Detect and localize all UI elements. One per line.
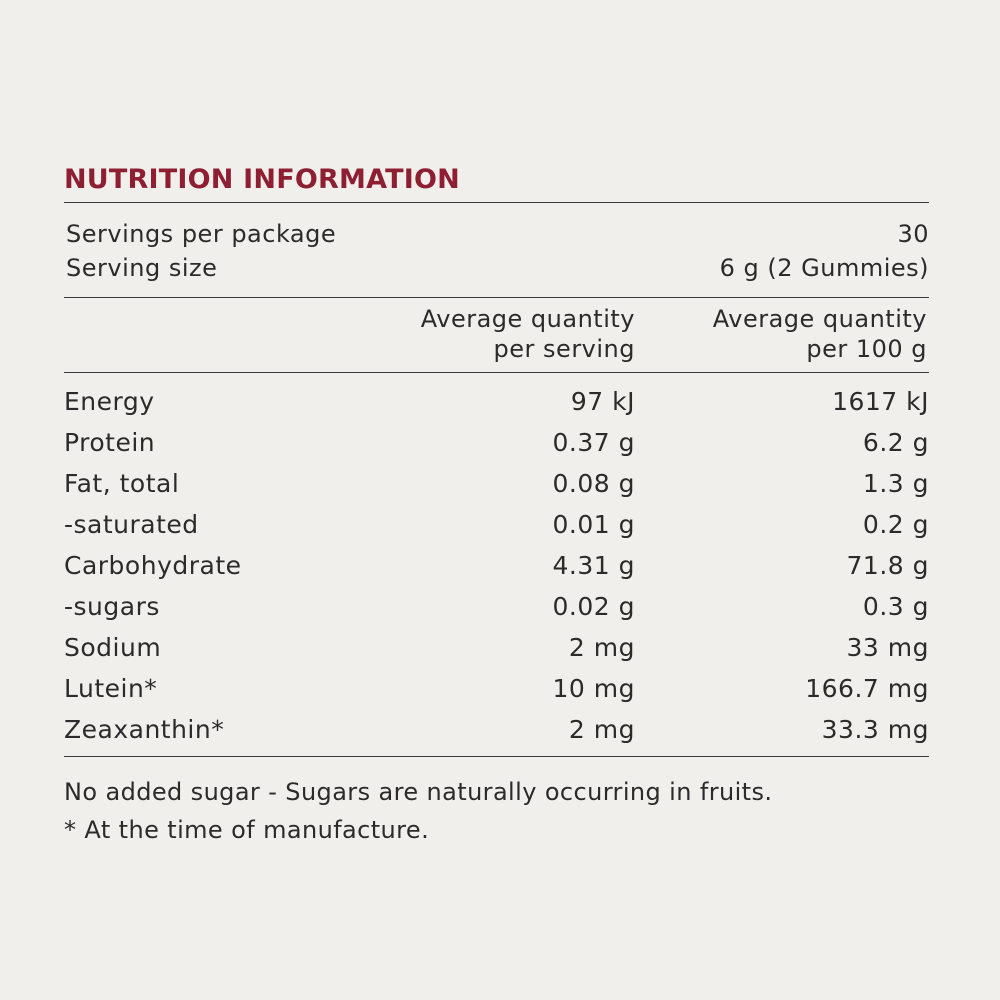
nutrient-name: Protein <box>64 428 156 457</box>
nutrient-name: Carbohydrate <box>64 551 242 580</box>
panel-title: NUTRITION INFORMATION <box>64 164 460 195</box>
table-row: Lutein* 10 mg 166.7 mg <box>64 668 929 709</box>
serving-size-value: 6 g (2 Gummies) <box>719 254 929 282</box>
column-header-per-100g-line1: Average quantity <box>712 305 927 333</box>
column-header-per-serving-line2: per serving <box>493 335 635 363</box>
nutrition-panel: NUTRITION INFORMATION Servings per packa… <box>64 162 929 849</box>
nutrient-per-100g: 1617 kJ <box>832 387 929 416</box>
table-row: Fat, total 0.08 g 1.3 g <box>64 463 929 504</box>
nutrient-name: Sodium <box>64 633 162 662</box>
column-header-row: Average quantity per serving Average qua… <box>64 298 929 372</box>
nutrient-per-serving: 2 mg <box>568 633 635 662</box>
nutrient-per-serving: 4.31 g <box>552 551 635 580</box>
table-row: -saturated 0.01 g 0.2 g <box>64 504 929 545</box>
nutrient-per-100g: 33.3 mg <box>821 715 929 744</box>
table-row: Carbohydrate 4.31 g 71.8 g <box>64 545 929 586</box>
table-row: Sodium 2 mg 33 mg <box>64 627 929 668</box>
nutrient-per-serving: 2 mg <box>568 715 635 744</box>
nutrient-per-100g: 71.8 g <box>846 551 929 580</box>
footnote-sugar: No added sugar - Sugars are naturally oc… <box>64 778 773 806</box>
nutrient-name: Lutein* <box>64 674 158 703</box>
nutrient-per-100g: 0.3 g <box>862 592 929 621</box>
footnote-manufacture: * At the time of manufacture. <box>64 816 430 844</box>
table-row: Zeaxanthin* 2 mg 33.3 mg <box>64 709 929 750</box>
nutrient-name: -sugars <box>64 592 160 621</box>
nutrient-per-serving: 0.02 g <box>552 592 635 621</box>
nutrient-name: Energy <box>64 387 155 416</box>
column-header-per-100g: Average quantity per 100 g <box>635 304 929 364</box>
nutrient-per-serving: 0.08 g <box>552 469 635 498</box>
nutrient-per-100g: 0.2 g <box>862 510 929 539</box>
nutrient-per-serving: 10 mg <box>552 674 635 703</box>
nutrient-rows: Energy 97 kJ 1617 kJ Protein 0.37 g 6.2 … <box>64 373 929 756</box>
column-header-per-100g-line2: per 100 g <box>806 335 927 363</box>
table-row: -sugars 0.02 g 0.3 g <box>64 586 929 627</box>
nutrient-per-100g: 166.7 mg <box>805 674 929 703</box>
table-row: Protein 0.37 g 6.2 g <box>64 422 929 463</box>
column-header-per-serving-line1: Average quantity <box>420 305 635 333</box>
nutrient-per-serving: 97 kJ <box>570 387 635 416</box>
serving-size-label: Serving size <box>66 254 218 282</box>
divider-top <box>64 202 929 203</box>
servings-block: Servings per package 30 Serving size 6 g… <box>64 203 929 297</box>
divider-header <box>64 372 929 373</box>
servings-per-package-row: Servings per package 30 <box>66 217 929 251</box>
nutrient-per-100g: 1.3 g <box>862 469 929 498</box>
nutrient-per-serving: 0.37 g <box>552 428 635 457</box>
nutrient-name: -saturated <box>64 510 199 539</box>
serving-size-row: Serving size 6 g (2 Gummies) <box>66 251 929 285</box>
divider-bottom <box>64 756 929 757</box>
table-row: Energy 97 kJ 1617 kJ <box>64 381 929 422</box>
column-header-blank <box>64 304 419 364</box>
nutrient-per-serving: 0.01 g <box>552 510 635 539</box>
nutrient-per-100g: 33 mg <box>846 633 929 662</box>
footnotes: No added sugar - Sugars are naturally oc… <box>64 757 929 849</box>
nutrient-name: Zeaxanthin* <box>64 715 225 744</box>
servings-per-package-value: 30 <box>897 220 929 248</box>
divider-servings <box>64 297 929 298</box>
servings-per-package-label: Servings per package <box>66 220 337 248</box>
nutrient-per-100g: 6.2 g <box>862 428 929 457</box>
nutrient-name: Fat, total <box>64 469 180 498</box>
column-header-per-serving: Average quantity per serving <box>419 304 635 364</box>
